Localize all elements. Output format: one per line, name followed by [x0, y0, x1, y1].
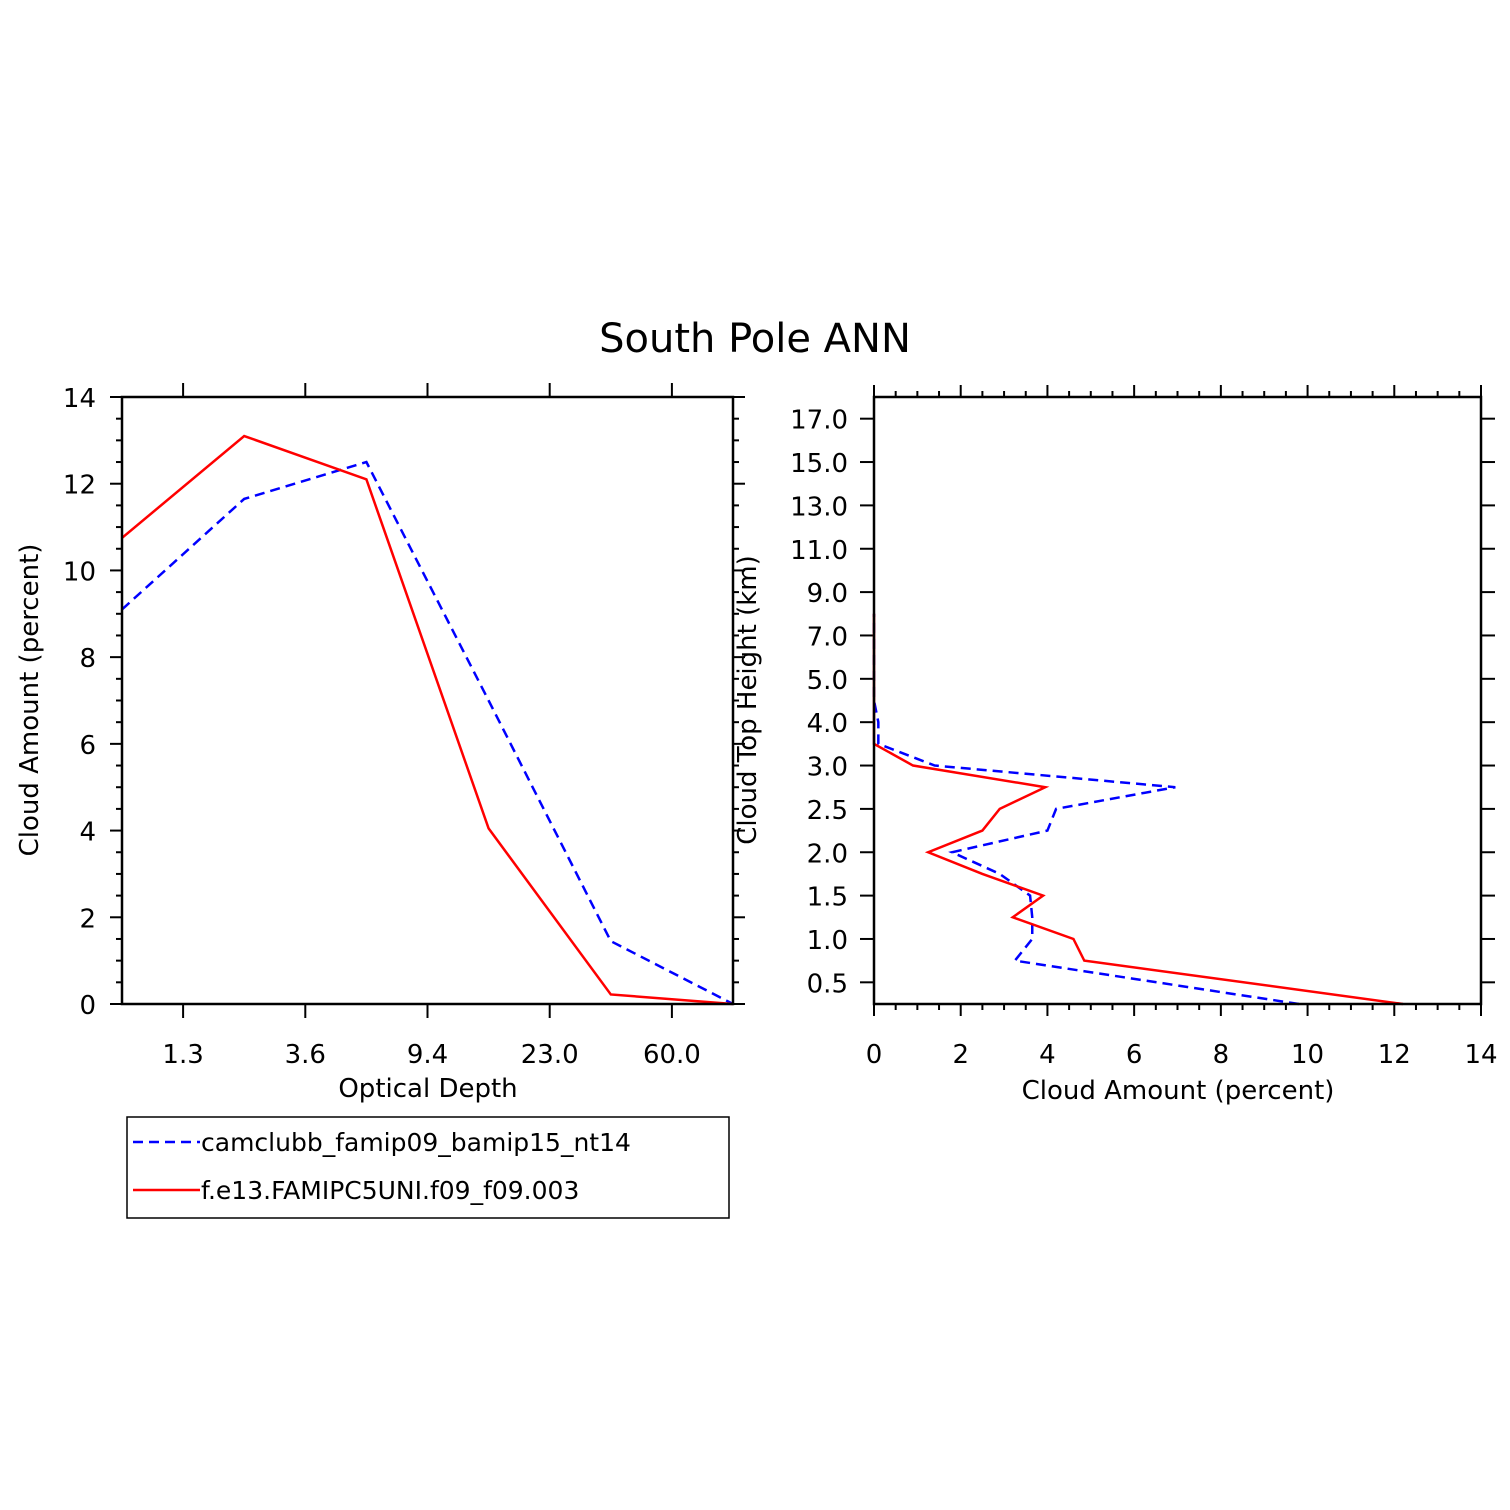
- left-x-tick-label: 3.6: [285, 1040, 326, 1070]
- right-y-tick-label: 2.0: [807, 839, 848, 869]
- right-y-tick-label: 11.0: [790, 536, 848, 566]
- right-x-tick-label: 2: [952, 1040, 969, 1070]
- right-x-tick-label: 10: [1291, 1040, 1324, 1070]
- left-y-tick-label: 10: [63, 557, 96, 587]
- left-series-0: [121, 460, 734, 1006]
- right-y-axis-label: Cloud Top Height (km): [733, 555, 763, 845]
- left-x-axis-label: Optical Depth: [338, 1074, 517, 1104]
- right-x-tick-label: 14: [1464, 1040, 1497, 1070]
- right-series-0: [872, 613, 1300, 1006]
- right-x-tick-label: 6: [1126, 1040, 1143, 1070]
- right-y-tick-label: 1.5: [807, 883, 848, 913]
- left-y-tick-label: 0: [79, 991, 96, 1021]
- left-x-tick-label: 23.0: [521, 1040, 579, 1070]
- left-y-tick-label: 6: [79, 731, 96, 761]
- right-x-axis-label: Cloud Amount (percent): [1022, 1076, 1335, 1106]
- right-y-tick-label: 9.0: [807, 579, 848, 609]
- right-y-tick-label: 0.5: [807, 969, 848, 999]
- right-plot-frame: [872, 395, 1483, 1006]
- right-series-1: [872, 613, 1404, 1006]
- right-y-tick-label: 15.0: [790, 449, 848, 479]
- left-y-tick-label: 2: [79, 904, 96, 934]
- left-y-tick-label: 8: [79, 644, 96, 674]
- left-series-lines: [121, 434, 734, 1006]
- legend-box: [126, 1116, 730, 1219]
- left-y-tick-label: 14: [63, 384, 96, 414]
- right-y-tick-label: 3.0: [807, 753, 848, 783]
- cloud-top-height-panel: 0 2 4 6 8 10 12 14 0.5 1.0 1.5 2.0 2.5 3.0 4.0 5.0 7.0 9.…: [733, 385, 1498, 1106]
- right-y-tick-label: 7.0: [807, 622, 848, 652]
- right-y-tick-label: 17.0: [790, 406, 848, 436]
- right-x-tick-label: 8: [1213, 1040, 1230, 1070]
- left-axis-ticks: 0 2 4 6 8 10 12 14 1.3 3.6 9.4 23.0 60.0: [63, 383, 745, 1070]
- right-x-tick-label: 12: [1378, 1040, 1411, 1070]
- right-series-lines: [872, 613, 1404, 1006]
- right-x-tick-label: 4: [1039, 1040, 1056, 1070]
- left-x-tick-label: 9.4: [407, 1040, 448, 1070]
- legend-label-camclubb: camclubb_famip09_bamip15_nt14: [201, 1128, 631, 1157]
- left-y-tick-label: 12: [63, 471, 96, 501]
- optical-depth-panel: 0 2 4 6 8 10 12 14 1.3 3.6 9.4 23.0 60.0 Optical Dep…: [15, 383, 745, 1104]
- left-y-tick-label: 4: [79, 818, 96, 848]
- right-x-tick-label: 0: [866, 1040, 883, 1070]
- left-x-tick-label: 60.0: [643, 1040, 701, 1070]
- figure-title: South Pole ANN: [599, 316, 911, 362]
- legend: camclubb_famip09_bamip15_nt14 f.e13.FAMI…: [126, 1116, 730, 1219]
- right-y-tick-label: 4.0: [807, 709, 848, 739]
- right-y-tick-label: 2.5: [807, 796, 848, 826]
- left-x-tick-label: 1.3: [162, 1040, 203, 1070]
- right-y-tick-label: 13.0: [790, 492, 848, 522]
- left-plot-frame: [120, 395, 735, 1006]
- legend-label-fe13: f.e13.FAMIPC5UNI.f09_f09.003: [201, 1176, 579, 1205]
- left-series-1: [121, 434, 734, 1006]
- right-axis-ticks: 0 2 4 6 8 10 12 14 0.5 1.0 1.5 2.0 2.5 3.0 4.0 5.0 7.0 9.…: [790, 385, 1498, 1070]
- right-y-tick-label: 5.0: [807, 666, 848, 696]
- left-y-axis-label: Cloud Amount (percent): [15, 544, 45, 857]
- right-y-tick-label: 1.0: [807, 926, 848, 956]
